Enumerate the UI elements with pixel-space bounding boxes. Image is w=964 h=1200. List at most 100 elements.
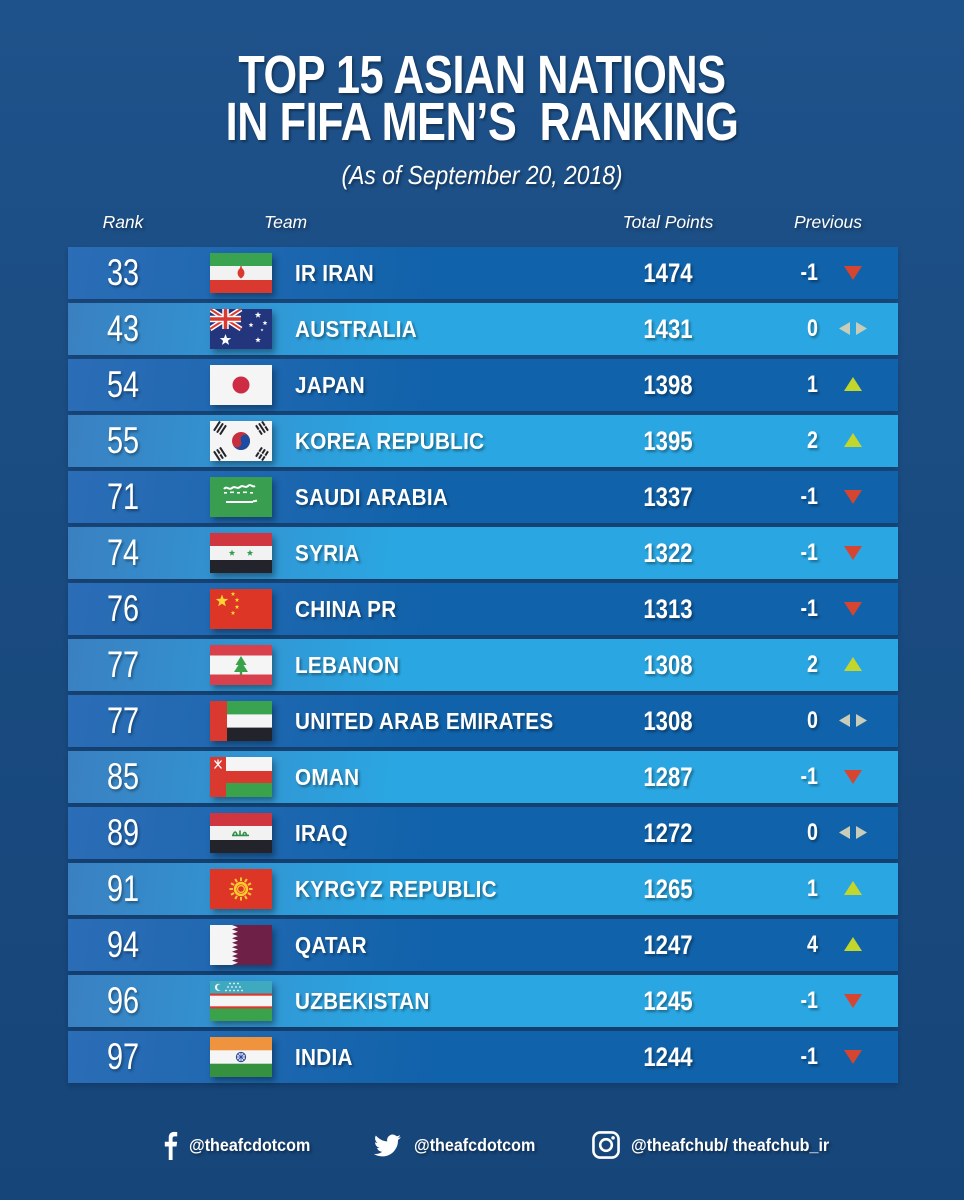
previous-value: 0 (807, 707, 818, 734)
team-name: INDIA (295, 1044, 353, 1070)
points-value: 1474 (643, 258, 693, 288)
points-value: 1265 (643, 874, 693, 904)
saudi-arabia-flag-icon (210, 477, 272, 517)
instagram-icon (592, 1131, 620, 1159)
subtitle-date: (As of September 20, 2018) (341, 160, 623, 190)
team-name: IRAQ (295, 820, 348, 846)
table-row: 94 QATAR 1247 4 (68, 919, 898, 971)
trend-up-icon (836, 655, 870, 675)
trend-up-icon (836, 375, 870, 395)
kyrgyz-republic-flag-icon (210, 869, 272, 909)
rank-value: 97 (106, 1036, 140, 1077)
points-value: 1313 (643, 594, 693, 624)
australia-flag-icon (210, 309, 272, 349)
rank-value: 77 (106, 644, 140, 685)
facebook-icon (163, 1131, 178, 1160)
previous-value: -1 (800, 987, 818, 1014)
trend-down-icon (836, 599, 870, 619)
trend-down-icon (836, 263, 870, 283)
iraq-flag-icon (210, 813, 272, 853)
trend-down-icon (836, 991, 870, 1011)
team-name: OMAN (295, 764, 360, 790)
points-value: 1245 (643, 986, 693, 1016)
previous-value: 2 (807, 651, 818, 678)
united-arab-emirates-flag-icon (210, 701, 272, 741)
rank-value: 55 (106, 420, 140, 461)
points-value: 1272 (643, 818, 693, 848)
twitter-link[interactable]: @theafcdotcom (372, 1128, 546, 1162)
points-value: 1322 (643, 538, 693, 568)
points-value: 1287 (643, 762, 693, 792)
team-name: QATAR (295, 932, 367, 958)
rank-value: 43 (106, 308, 140, 349)
team-name: UZBEKISTAN (295, 988, 430, 1014)
points-value: 1398 (643, 370, 693, 400)
trend-up-icon (836, 431, 870, 451)
instagram-link[interactable]: @theafchub/ theafchub_ir (592, 1128, 846, 1162)
table-row: 91 KYRGYZ REPUBLIC 1265 1 (68, 863, 898, 915)
previous-value: 0 (807, 819, 818, 846)
rank-value: 76 (106, 588, 140, 629)
table-row: 55 KOREA REPUBLIC 1395 2 (68, 415, 898, 467)
table-row: 96 UZBEKISTAN 1245 -1 (68, 975, 898, 1027)
team-name: SYRIA (295, 540, 360, 566)
trend-same-icon (836, 319, 870, 339)
previous-value: 1 (807, 371, 818, 398)
iran-flag-icon (210, 253, 272, 293)
table-row: 76 CHINA PR 1313 -1 (68, 583, 898, 635)
team-name: KYRGYZ REPUBLIC (295, 876, 497, 902)
india-flag-icon (210, 1037, 272, 1077)
table-row: 71 SAUDI ARABIA 1337 -1 (68, 471, 898, 523)
lebanon-flag-icon (210, 645, 272, 685)
column-header-previous: Previous (793, 212, 863, 232)
team-name: LEBANON (295, 652, 400, 678)
points-value: 1431 (643, 314, 693, 344)
column-header-team: Team (264, 212, 308, 232)
points-value: 1244 (643, 1042, 693, 1072)
previous-value: -1 (800, 259, 818, 286)
team-name: UNITED ARAB EMIRATES (295, 708, 554, 734)
korea-republic-flag-icon (210, 421, 272, 461)
rank-value: 74 (106, 532, 140, 573)
table-row: 89 IRAQ 1272 0 (68, 807, 898, 859)
trend-down-icon (836, 543, 870, 563)
previous-value: 4 (807, 931, 818, 958)
previous-value: -1 (800, 595, 818, 622)
rank-value: 96 (106, 980, 140, 1021)
syria-flag-icon (210, 533, 272, 573)
points-value: 1247 (643, 930, 693, 960)
china-pr-flag-icon (210, 589, 272, 629)
facebook-handle: @theafcdotcom (189, 1134, 311, 1155)
points-value: 1337 (643, 482, 693, 512)
rank-value: 33 (106, 252, 140, 293)
team-name: AUSTRALIA (295, 316, 418, 342)
previous-value: 2 (807, 427, 818, 454)
table-row: 43 AUSTRALIA 1431 0 (68, 303, 898, 355)
rank-value: 91 (106, 868, 140, 909)
title-block: TOP 15 ASIAN NATIONS IN FIFA MEN’S RANKI… (0, 48, 964, 191)
previous-value: -1 (800, 763, 818, 790)
previous-value: -1 (800, 1043, 818, 1070)
column-header-rank: Rank (102, 212, 144, 232)
points-value: 1308 (643, 706, 693, 736)
trend-up-icon (836, 879, 870, 899)
facebook-link[interactable]: @theafcdotcom (163, 1128, 321, 1162)
table-row: 77 LEBANON 1308 2 (68, 639, 898, 691)
table-row: 97 INDIA 1244 -1 (68, 1031, 898, 1083)
instagram-handle: @theafchub/ theafchub_ir (631, 1134, 830, 1155)
qatar-flag-icon (210, 925, 272, 965)
team-name: CHINA PR (295, 596, 397, 622)
team-name: SAUDI ARABIA (295, 484, 449, 510)
trend-same-icon (836, 823, 870, 843)
previous-value: 0 (807, 315, 818, 342)
table-row: 74 SYRIA 1322 -1 (68, 527, 898, 579)
rank-value: 54 (106, 364, 140, 405)
rank-value: 89 (106, 812, 140, 853)
twitter-handle: @theafcdotcom (414, 1134, 536, 1155)
table-row: 33 IR IRAN 1474 -1 (68, 247, 898, 299)
twitter-icon (372, 1132, 403, 1159)
points-value: 1395 (643, 426, 693, 456)
team-name: IR IRAN (295, 260, 374, 286)
column-header-points: Total Points (622, 212, 714, 232)
